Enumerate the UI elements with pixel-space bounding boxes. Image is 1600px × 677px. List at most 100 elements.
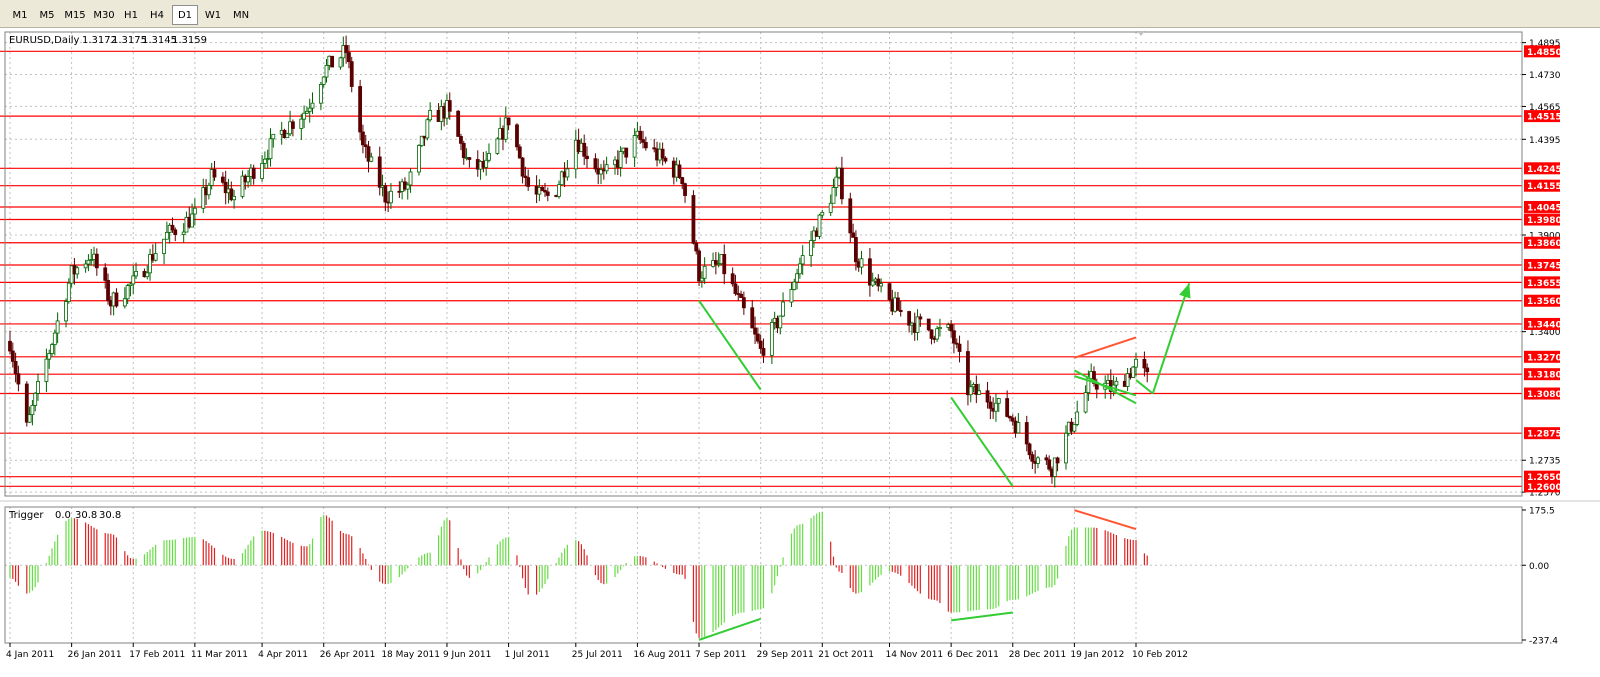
candle-body	[131, 275, 136, 285]
green-trendline[interactable]	[950, 396, 1014, 487]
chart-window[interactable]: 1.4895 1.4730 1.4565 1.4395 1.3900 1.3400 1.27…	[0, 28, 1600, 677]
timeframe-m5[interactable]: M5	[39, 10, 55, 21]
candle-body	[677, 164, 682, 178]
chart-canvas	[0, 28, 1600, 677]
candle-body	[618, 151, 623, 168]
candle-body	[285, 133, 290, 139]
candle-body	[181, 231, 186, 235]
level-tag	[1524, 45, 1560, 58]
price-panel-frame	[4, 31, 1523, 497]
candle-body	[820, 212, 825, 216]
timeframe-h4[interactable]: H4	[150, 10, 164, 21]
candle-body	[1114, 380, 1119, 386]
chart-shift-marker[interactable]	[1137, 31, 1145, 36]
candle-body	[192, 207, 197, 215]
level-tag	[1524, 110, 1560, 123]
level-tag-label: 1.2650	[1527, 473, 1562, 483]
ohlc-low: 1.3145	[142, 35, 177, 46]
green-trendline[interactable]	[1074, 375, 1137, 397]
candle-body	[758, 340, 763, 349]
indicator-axis: 175.5 0.00 -237.4	[1522, 507, 1558, 647]
candle-body	[848, 198, 853, 234]
candle-body	[517, 146, 522, 159]
time-tick-label: 17 Feb 2011	[129, 650, 185, 660]
candle-body	[935, 328, 940, 340]
key-levels	[0, 50, 1522, 487]
candle-body	[739, 293, 743, 298]
candle-body	[1072, 424, 1077, 432]
candle-body	[27, 414, 32, 423]
candle-body	[966, 351, 970, 396]
red-trendline[interactable]	[1074, 336, 1137, 359]
green-trendline[interactable]	[698, 300, 762, 391]
candle-body	[722, 254, 727, 275]
candle-body	[795, 273, 799, 283]
candle-body	[1092, 371, 1096, 384]
candle-body	[652, 147, 657, 150]
candle-body	[1036, 457, 1040, 464]
candle-body	[876, 278, 881, 287]
arrow-up-icon[interactable]	[1179, 283, 1191, 299]
timeframe-toolbar: M1 M5 M15 M30 H1 H4 D1 W1 MN	[0, 0, 1600, 28]
timeframe-m1[interactable]: M1	[12, 10, 28, 21]
level-tag	[1524, 350, 1560, 363]
candle-body	[305, 110, 309, 114]
candle-body	[828, 202, 833, 213]
red-indicator-trendline[interactable]	[1074, 509, 1137, 531]
candle-body	[363, 144, 368, 148]
candle-body	[271, 133, 276, 140]
candle-body	[565, 168, 570, 178]
candle-body	[103, 267, 108, 281]
candle-body	[988, 401, 993, 409]
up-arrow-shaft[interactable]	[1151, 283, 1191, 394]
candle-body	[1055, 457, 1060, 464]
level-tag-label: 1.3655	[1527, 279, 1562, 289]
candle-body	[573, 139, 578, 170]
level-tag-label: 1.3860	[1527, 239, 1562, 249]
timeframe-mn[interactable]: MN	[232, 10, 250, 21]
candle-body	[366, 146, 371, 162]
candle-body	[996, 398, 1001, 404]
candle-body	[1134, 358, 1138, 368]
time-tick-label: 4 Apr 2011	[258, 650, 308, 660]
price-tick-label: 1.4565	[1529, 103, 1561, 113]
timeframe-d1[interactable]: D1	[172, 5, 198, 25]
time-tick-label: 11 Mar 2011	[191, 650, 248, 660]
candle-body	[680, 177, 685, 185]
green-indicator-trendline[interactable]	[951, 611, 1013, 622]
candle-body	[86, 259, 91, 265]
candle-body	[8, 340, 12, 352]
green-trendline[interactable]	[1135, 379, 1154, 395]
candle-body	[582, 142, 587, 157]
candle-body	[338, 57, 343, 68]
candle-body	[593, 158, 598, 170]
candle-body	[389, 190, 393, 204]
candle-body	[859, 258, 864, 268]
candle-body	[974, 384, 979, 395]
candle-body	[16, 373, 21, 385]
timeframe-w1[interactable]: W1	[204, 10, 222, 21]
candle-body	[201, 187, 206, 209]
candle-body	[503, 117, 508, 140]
indicator-readout-1: 0.0	[55, 510, 71, 521]
timeframe-m15[interactable]: M15	[64, 10, 86, 21]
candle-body	[896, 297, 900, 311]
candle-body	[369, 156, 374, 162]
candle-body	[1145, 367, 1150, 373]
candle-body	[938, 327, 942, 330]
green-indicator-trendline[interactable]	[698, 617, 761, 641]
candle-body	[694, 242, 699, 252]
candle-body	[128, 283, 133, 287]
candle-body	[134, 271, 138, 277]
candle-body	[1083, 392, 1088, 413]
level-tag-label: 1.2875	[1527, 430, 1562, 440]
candle-body	[1030, 454, 1035, 462]
timeframe-h1[interactable]: H1	[124, 10, 138, 21]
time-axis: 4 Jan 2011 26 Jan 2011 17 Feb 2011 11 Mar 2…	[6, 643, 1188, 660]
candle-body	[310, 102, 315, 109]
candle-body	[985, 390, 990, 403]
time-tick-label: 18 May 2011	[381, 650, 440, 660]
candle-body	[761, 348, 766, 356]
indicator-readout-3: 30.8	[99, 510, 121, 521]
timeframe-m30[interactable]: M30	[93, 10, 115, 21]
